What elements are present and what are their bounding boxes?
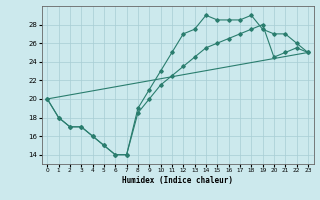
X-axis label: Humidex (Indice chaleur): Humidex (Indice chaleur) [122,176,233,185]
